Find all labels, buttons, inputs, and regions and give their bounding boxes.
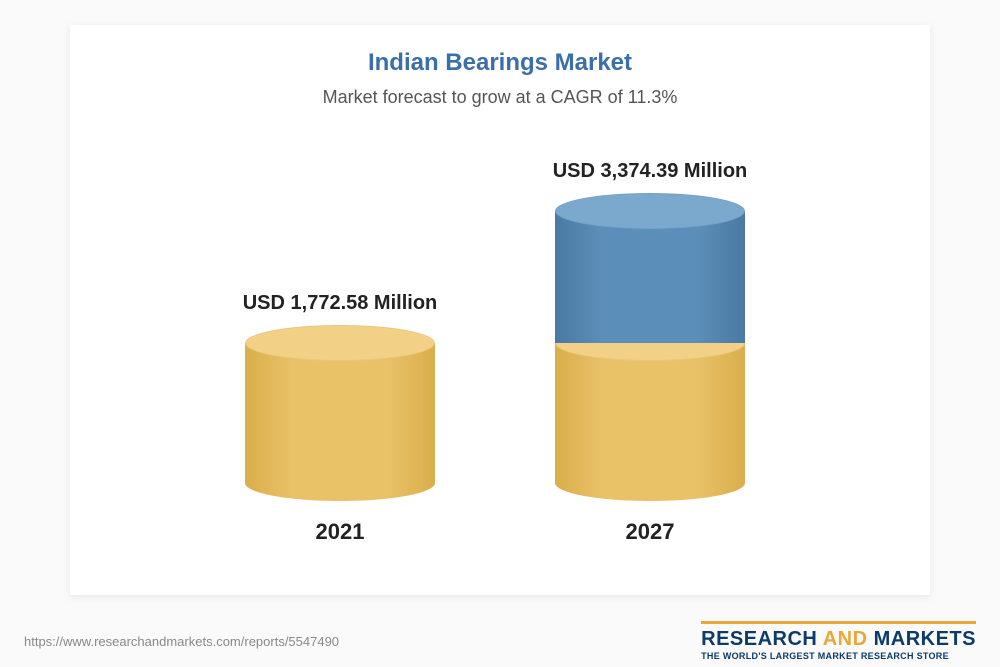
chart-title: Indian Bearings Market [70, 25, 930, 77]
bar-2027: USD 3,374.39 Million 2027 [540, 160, 760, 545]
brand-word-1: RESEARCH [701, 628, 817, 650]
chart-card: Indian Bearings Market Market forecast t… [70, 25, 930, 595]
value-label-2021: USD 1,772.58 Million [243, 292, 438, 315]
brand-word-3: MARKETS [874, 628, 976, 650]
value-label-2027: USD 3,374.39 Million [553, 160, 748, 183]
source-url: https://www.researchandmarkets.com/repor… [24, 634, 339, 649]
brand-tagline: THE WORLD'S LARGEST MARKET RESEARCH STOR… [701, 651, 976, 661]
brand-logo: RESEARCH AND MARKETS THE WORLD'S LARGEST… [701, 621, 976, 661]
brand-word-2: AND [823, 628, 868, 650]
year-label-2021: 2021 [316, 519, 365, 545]
cylinder-2021 [245, 343, 435, 501]
year-label-2027: 2027 [626, 519, 675, 545]
bar-2021: USD 1,772.58 Million 2021 [230, 292, 450, 545]
cylinder-2027 [555, 211, 745, 501]
footer: https://www.researchandmarkets.com/repor… [0, 615, 1000, 667]
chart-area: USD 1,772.58 Million 2021 USD 3,374.39 M… [70, 115, 930, 545]
brand-name: RESEARCH AND MARKETS [701, 628, 976, 651]
chart-subtitle: Market forecast to grow at a CAGR of 11.… [70, 77, 930, 108]
